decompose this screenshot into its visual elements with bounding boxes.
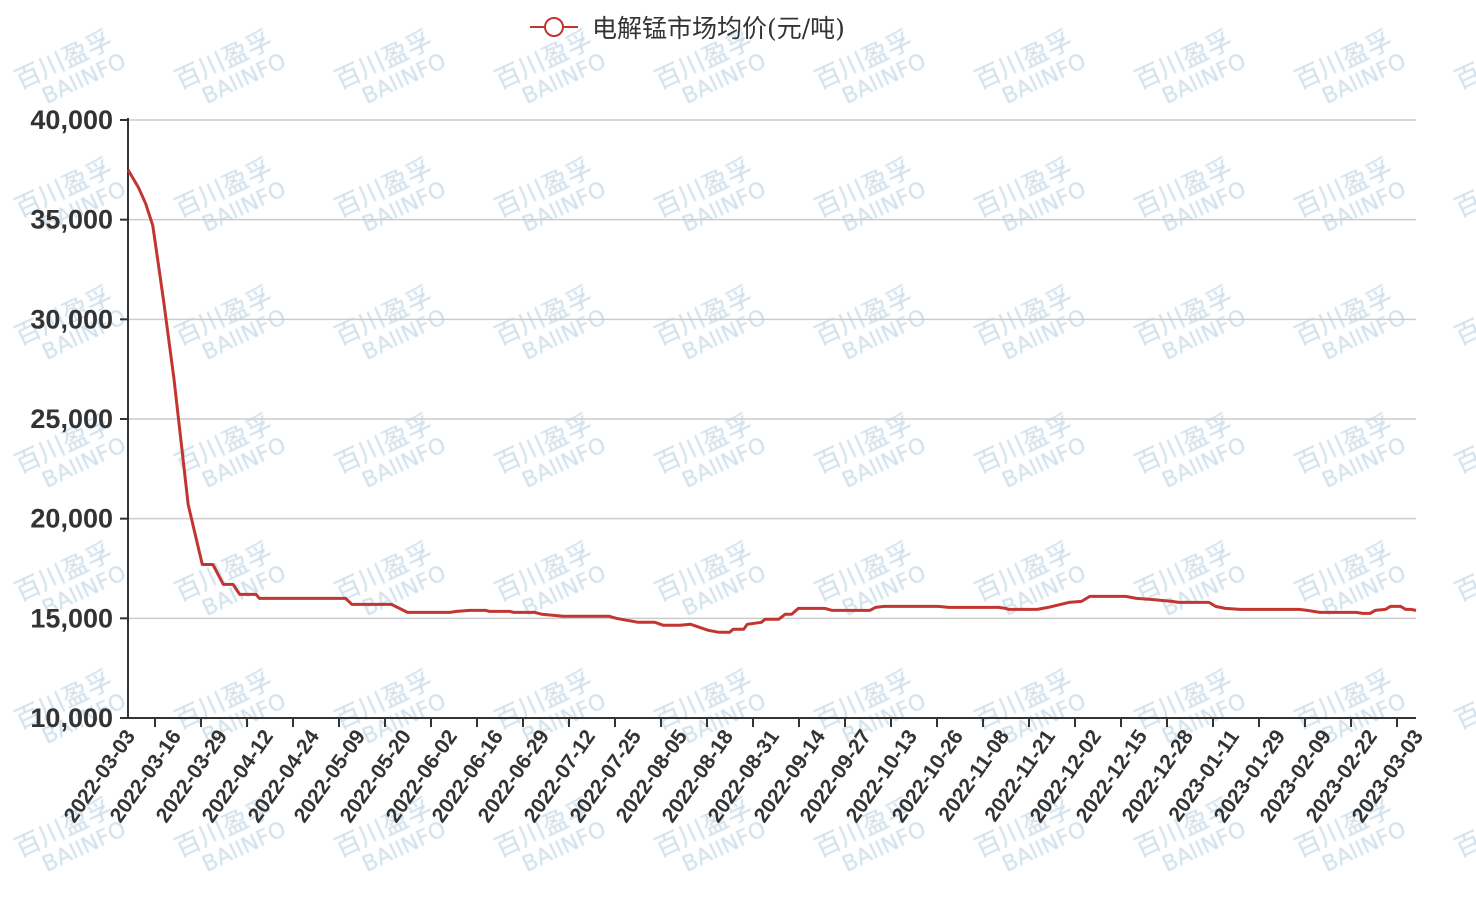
legend-marker-icon [544, 17, 564, 37]
y-tick-label: 30,000 [30, 304, 113, 334]
x-axis: 2022-03-032022-03-162022-03-292022-04-12… [60, 717, 1428, 827]
plot-area [126, 169, 1417, 634]
y-tick-label: 20,000 [30, 504, 113, 534]
gridlines [128, 119, 1416, 620]
series-line [126, 169, 1417, 634]
y-tick-label: 35,000 [30, 205, 113, 235]
y-axis: 10,000 15,000 20,000 25,000 30,000 35,000 40,0… [30, 105, 129, 733]
legend-label: 电解锰市场均价(元/吨) [592, 14, 845, 43]
legend[interactable]: 电解锰市场均价(元/吨) [530, 14, 845, 43]
y-tick-label: 10,000 [30, 703, 113, 733]
y-tick-label: 15,000 [30, 603, 113, 633]
y-tick-label: 40,000 [30, 105, 113, 135]
y-tick-label: 25,000 [30, 404, 113, 434]
